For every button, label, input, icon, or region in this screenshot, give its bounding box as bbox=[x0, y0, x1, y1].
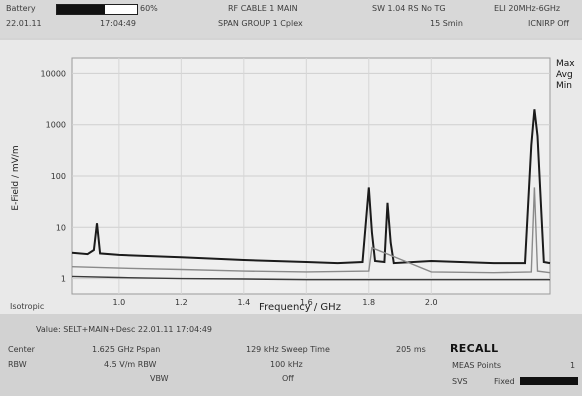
x-tick-label: 1.2 bbox=[175, 298, 188, 307]
y-axis-label: E-Field / mV/m bbox=[11, 145, 21, 210]
vbw-label: VBW bbox=[150, 374, 169, 383]
meas-points-value: 1 bbox=[570, 361, 576, 370]
status-header: Battery 60% 22.01.11 17:04:49 RF CABLE 1… bbox=[0, 0, 582, 38]
series-line-max bbox=[71, 109, 551, 265]
legend-min: Min bbox=[556, 81, 572, 91]
y-tick-label: 10 bbox=[56, 223, 66, 232]
status-line: Value: SELT+MAIN+Desc 22.01.11 17:04:49 bbox=[36, 325, 212, 334]
x-axis-label: Frequency / GHz bbox=[259, 302, 341, 313]
x-tick-label: 1.6 bbox=[300, 298, 313, 307]
svs-value: Fixed bbox=[494, 377, 515, 386]
center-key: Center bbox=[8, 345, 35, 354]
date-label: 22.01.11 bbox=[6, 19, 42, 28]
series-line-avg bbox=[71, 187, 551, 274]
series-line-min bbox=[71, 275, 550, 281]
y-tick-label: 1 bbox=[61, 275, 66, 284]
rbw-value: 4.5 V/m RBW bbox=[104, 360, 157, 369]
x-tick-label: 1.8 bbox=[362, 298, 375, 307]
meas-points-label: MEAS Points bbox=[452, 361, 502, 370]
time-label: 17:04:49 bbox=[100, 19, 136, 28]
y-tick-label: 100 bbox=[51, 172, 66, 181]
rbw-key: RBW bbox=[8, 360, 27, 369]
sweep-time-ms: 205 ms bbox=[396, 345, 426, 354]
sweep-label: SW 1.04 RS No TG bbox=[372, 4, 446, 13]
sweep-time-value: 129 kHz Sweep Time bbox=[246, 345, 330, 354]
spectrum-chart: 10000 1000 100 10 1 1.0 1.2 1.4 1.6 1.8 2.0 Freque… bbox=[11, 57, 551, 313]
sweep-sub-label: 15 Smin bbox=[430, 19, 463, 28]
cable-label: RF CABLE 1 MAIN bbox=[228, 4, 298, 13]
x-tick-label: 2.0 bbox=[425, 298, 438, 307]
recall-button[interactable]: RECALL bbox=[450, 342, 499, 355]
center-value: 1.625 GHz Pspan bbox=[92, 345, 161, 354]
x-tick-label: 1.0 bbox=[112, 298, 125, 307]
spectrum-chart-panel: 10000 1000 100 10 1 1.0 1.2 1.4 1.6 1.8 2.0 Freque… bbox=[0, 40, 582, 314]
battery-label: Battery bbox=[6, 4, 36, 13]
range-sub-label: ICNIRP Off bbox=[528, 19, 570, 28]
rbw-khz: 100 kHz bbox=[270, 360, 303, 369]
svs-indicator-bar bbox=[520, 377, 578, 385]
svs-label: SVS bbox=[452, 377, 468, 386]
y-tick-label: 1000 bbox=[46, 121, 66, 130]
info-panel bbox=[0, 314, 582, 396]
battery-fill bbox=[57, 5, 105, 14]
legend-avg: Avg bbox=[556, 70, 573, 80]
legend-max: Max bbox=[556, 59, 575, 69]
x-tick-label: 1.4 bbox=[237, 298, 250, 307]
battery-indicator bbox=[56, 4, 138, 15]
battery-percent: 60% bbox=[140, 4, 158, 13]
detector-label: Isotropic bbox=[10, 302, 45, 311]
group-label: SPAN GROUP 1 Cplex bbox=[218, 19, 303, 28]
y-tick-label: 10000 bbox=[41, 69, 66, 78]
vbw-value: Off bbox=[282, 374, 294, 383]
range-label: ELI 20MHz-6GHz bbox=[494, 4, 561, 13]
chart-legend: Max Avg Min bbox=[556, 59, 575, 92]
